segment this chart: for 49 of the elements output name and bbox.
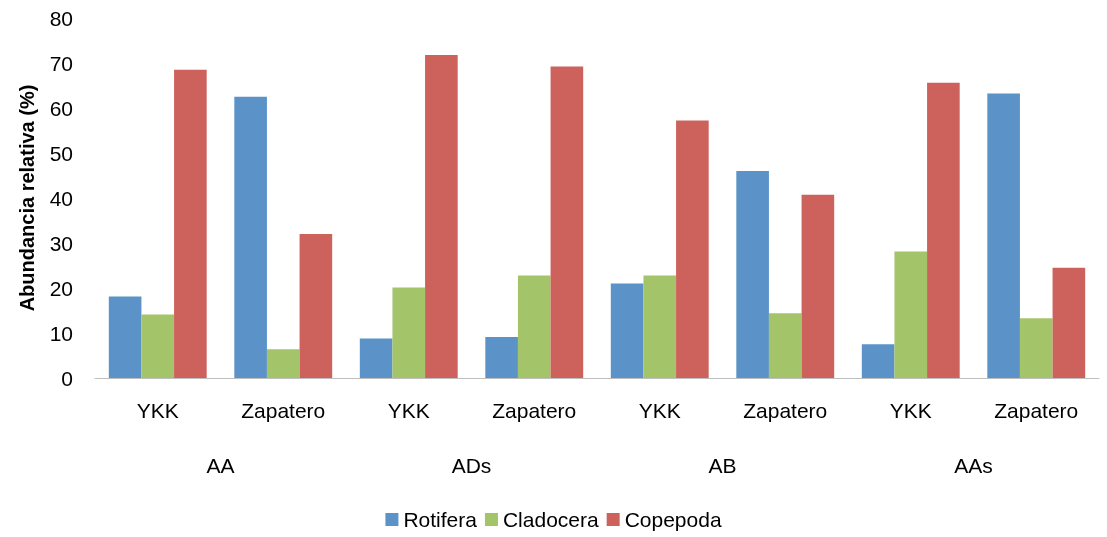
bar	[392, 287, 426, 378]
bar	[1052, 267, 1086, 378]
legend-label: Rotifera	[403, 508, 478, 531]
legend-label: Copepoda	[624, 508, 722, 531]
bar	[987, 93, 1020, 378]
bar	[1019, 318, 1053, 378]
y-tick-label: 70	[49, 51, 73, 75]
bar	[234, 96, 267, 378]
bar	[801, 194, 835, 378]
y-tick-label: 30	[49, 231, 73, 255]
x-tick-label: YKK	[889, 399, 932, 422]
bar	[299, 234, 333, 378]
bar	[894, 251, 928, 378]
x-tick-label: YKK	[387, 399, 430, 422]
bar	[550, 66, 584, 378]
text: AAs	[954, 453, 993, 477]
x-tick-label: Zapatero	[743, 399, 828, 422]
y-tick-label: 20	[49, 276, 73, 300]
bar	[174, 69, 207, 378]
y-axis-title: Abundancia relativa (%)	[16, 84, 38, 312]
x-tick-label: Zapatero	[492, 399, 577, 422]
bar	[610, 283, 644, 378]
bar	[927, 82, 960, 378]
bar	[108, 296, 142, 378]
legend-label: Cladocera	[502, 508, 599, 531]
bar	[485, 337, 518, 378]
y-tick-label: 40	[49, 186, 73, 210]
x-tick-label: YKK	[638, 399, 681, 422]
y-tick-label: 60	[49, 96, 73, 120]
text: AA	[206, 453, 235, 477]
x-tick-label: Zapatero	[994, 399, 1079, 422]
bar	[861, 344, 895, 378]
bar	[676, 120, 709, 378]
y-tick-label: 80	[49, 6, 73, 30]
y-tick-label: 0	[61, 366, 73, 390]
bar	[266, 349, 300, 378]
bar	[768, 313, 802, 378]
bar	[141, 314, 175, 378]
x-tick-label: Zapatero	[241, 399, 326, 422]
bar	[425, 54, 458, 378]
y-tick-label: 10	[49, 321, 73, 345]
bar	[643, 275, 677, 378]
text: AB	[708, 453, 737, 477]
bar	[736, 171, 769, 378]
y-tick-label: 50	[49, 141, 73, 165]
bar	[517, 275, 551, 378]
text: ADs	[451, 453, 492, 477]
bar	[359, 338, 393, 378]
x-tick-label: YKK	[136, 399, 179, 422]
